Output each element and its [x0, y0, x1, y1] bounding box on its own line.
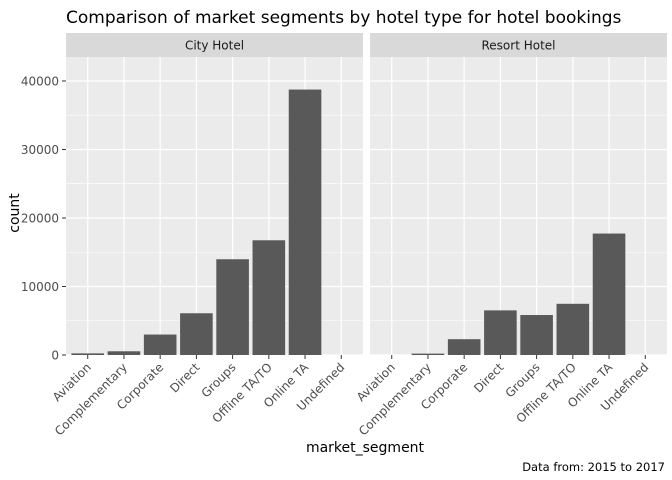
bar-groups: [216, 259, 249, 355]
y-tick-label: 0: [51, 349, 59, 363]
facet-panels: City HotelAviationComplementaryCorporate…: [50, 33, 667, 438]
x-axis-title: market_segment: [306, 440, 425, 456]
facet-strip-label: City Hotel: [185, 39, 244, 53]
y-tick-label: 40000: [21, 74, 59, 88]
bar-offline-ta-to: [252, 240, 286, 355]
bar-aviation: [71, 353, 105, 355]
facet-strip: [370, 33, 667, 57]
x-tick-label: Direct: [167, 360, 203, 396]
bar-groups: [520, 315, 553, 355]
bar-complementary: [411, 353, 445, 355]
chart-title: Comparison of market segments by hotel t…: [66, 8, 622, 28]
bar-complementary: [107, 351, 141, 355]
bar-corporate: [447, 339, 481, 355]
bar-direct: [180, 313, 213, 355]
facet-panel-city-hotel: City HotelAviationComplementaryCorporate…: [50, 33, 363, 438]
y-tick-label: 30000: [21, 143, 59, 157]
facet-strip: [66, 33, 363, 57]
y-tick-label: 20000: [21, 211, 59, 225]
chart-caption: Data from: 2015 to 2017: [522, 460, 665, 474]
bar-online-ta: [288, 89, 322, 356]
y-axis: 0 10000 20000 30000 40000: [21, 74, 66, 363]
bar-direct: [484, 310, 517, 355]
bar-corporate: [143, 334, 177, 355]
facet-strip-label: Resort Hotel: [481, 39, 555, 53]
facet-panel-resort-hotel: Resort HotelAviationComplementaryCorpora…: [354, 33, 667, 438]
bar-online-ta: [592, 233, 626, 355]
bar-offline-ta-to: [556, 303, 590, 355]
x-tick-label: Direct: [471, 360, 507, 396]
y-axis-title: count: [7, 193, 23, 233]
y-tick-label: 10000: [21, 280, 59, 294]
